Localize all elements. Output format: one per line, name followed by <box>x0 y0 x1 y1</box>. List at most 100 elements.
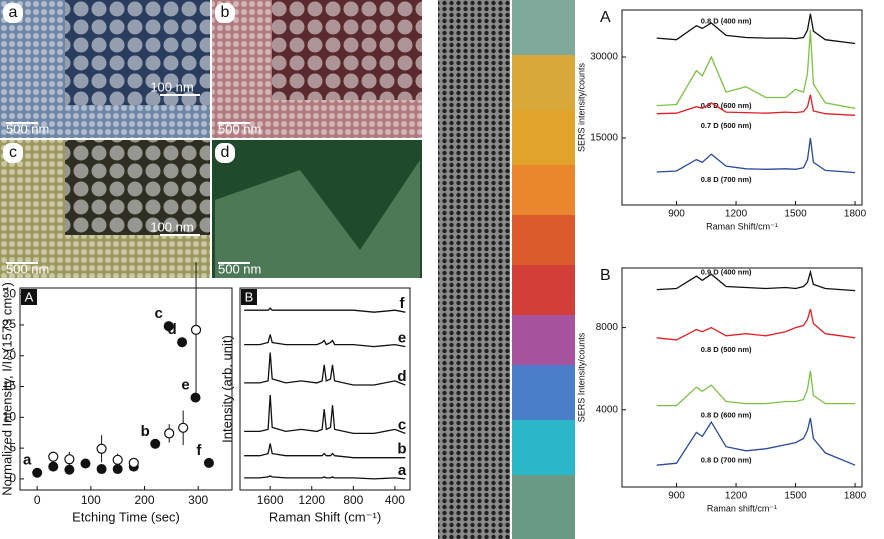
open-point <box>178 422 189 433</box>
open-point <box>112 454 123 465</box>
series-label: 0.8 D (700 nm) <box>701 456 752 465</box>
filled-point <box>96 464 107 475</box>
x-tick-label: 300 <box>188 493 208 507</box>
x-tick-label: 100 <box>81 493 101 507</box>
x-tick-label: 1500 <box>784 209 807 220</box>
x-tick-label: 1800 <box>844 491 867 502</box>
spectrum-line <box>656 13 856 45</box>
series-label: 0.8 D (500 nm) <box>701 345 752 354</box>
y-tick-label: 25 <box>3 317 17 331</box>
y-tick-label: 15 <box>3 379 17 393</box>
sem-strip-texture <box>438 0 510 539</box>
micrograph-d <box>212 140 422 278</box>
open-point <box>48 451 59 462</box>
panel-badge <box>241 289 257 305</box>
point-label: c <box>154 305 162 322</box>
spectrum-line <box>656 308 856 341</box>
y-tick-label: 30 <box>3 286 17 300</box>
filled-point <box>150 438 161 449</box>
scale-label: 500 nm <box>6 261 49 276</box>
panel-letter: A <box>25 289 34 304</box>
y-tick-label: 0 <box>9 471 16 485</box>
open-point <box>64 454 75 465</box>
x-tick-label: 1200 <box>298 493 325 507</box>
open-point <box>164 428 175 439</box>
inset-scale-label: 100 nm <box>150 219 193 234</box>
panel-badge <box>3 143 23 163</box>
spectrum-line <box>244 307 406 313</box>
scale-label: 500 nm <box>218 261 261 276</box>
point-label: d <box>168 321 177 338</box>
y-tick-label: 10 <box>3 410 17 424</box>
panel-letter: B <box>245 289 254 304</box>
open-point <box>128 457 139 469</box>
series-label: b <box>397 441 406 458</box>
series-label: f <box>400 295 406 312</box>
x-tick-label: 200 <box>135 493 155 507</box>
inset-scale-label: 100 nm <box>150 79 193 94</box>
x-tick-label: 900 <box>668 209 685 220</box>
spectrum-line <box>244 334 406 348</box>
y-tick-label: 8000 <box>596 322 619 333</box>
filled-point <box>80 458 91 469</box>
x-axis-label: Raman shift/cm⁻¹ <box>707 503 777 513</box>
x-tick-label: 1200 <box>725 491 748 502</box>
y-tick-label: 15000 <box>590 133 618 144</box>
filled-point <box>177 337 188 348</box>
x-axis-label: Etching Time (sec) <box>72 509 180 524</box>
series-label: c <box>398 416 406 433</box>
y-axis-label: Intensity (arb. unit) <box>219 335 234 443</box>
point-label: e <box>181 377 189 394</box>
point-label: a <box>23 452 32 469</box>
y-tick-label: 30000 <box>590 52 618 63</box>
x-tick-label: 1800 <box>844 209 867 220</box>
x-axis-label: Raman Shift (cm⁻¹) <box>269 509 381 524</box>
plot-frame <box>19 287 233 491</box>
x-axis-label: Raman Shift/cm⁻¹ <box>706 221 778 231</box>
series-label: 0.8 D (700 nm) <box>701 175 752 184</box>
filled-point <box>203 457 214 468</box>
x-tick-label: 0 <box>34 493 41 507</box>
micrograph-c <box>0 140 210 278</box>
panel-letter: c <box>9 144 17 161</box>
y-axis-label: SERS intensity/counts <box>576 62 586 152</box>
spectrum-line <box>244 395 406 435</box>
open-point <box>190 324 202 335</box>
panel-letter: d <box>221 144 230 161</box>
y-tick-label: 5 <box>9 440 16 454</box>
filled-point <box>163 321 174 332</box>
series-label: e <box>398 330 406 347</box>
spectrum-line <box>656 94 856 116</box>
x-tick-label: 900 <box>668 491 685 502</box>
micrograph-b <box>212 0 422 138</box>
filled-point <box>112 464 123 475</box>
plot-frame <box>621 267 863 488</box>
series-label: 0.8 D (600 nm) <box>701 411 752 420</box>
series-label: 0.8 D (400 nm) <box>701 16 752 25</box>
filled-point <box>48 461 59 472</box>
filled-point <box>32 467 43 478</box>
x-tick-label: 400 <box>385 493 405 507</box>
filled-point <box>190 392 201 403</box>
color-strip <box>512 0 575 539</box>
x-tick-label: 800 <box>343 493 363 507</box>
panel-letter: a <box>9 4 18 21</box>
series-label: 0.9 D (400 nm) <box>701 267 752 276</box>
plot-frame <box>621 9 863 206</box>
series-label: 0.8 D (600 nm) <box>701 101 752 110</box>
panel-badge <box>215 3 235 23</box>
open-point <box>96 443 107 454</box>
spectrum-line <box>656 370 856 407</box>
series-label: a <box>398 462 407 479</box>
panel-badge <box>215 143 235 163</box>
plot-frame <box>239 287 411 491</box>
x-tick-label: 1600 <box>257 493 284 507</box>
y-tick-label: 4000 <box>596 404 619 415</box>
panel-letter: B <box>600 267 611 284</box>
scale-label: 500 nm <box>6 121 49 136</box>
micrograph-a <box>0 0 210 138</box>
spectrum-line <box>656 417 856 466</box>
panel-badge <box>21 289 37 305</box>
y-axis-label: SERS Intensity/counts <box>576 332 586 422</box>
